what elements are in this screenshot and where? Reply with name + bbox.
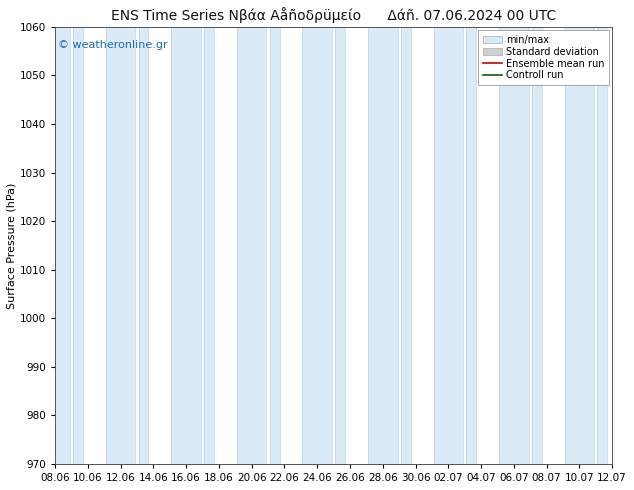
Bar — [597, 27, 607, 464]
Legend: min/max, Standard deviation, Ensemble mean run, Controll run: min/max, Standard deviation, Ensemble me… — [477, 30, 609, 85]
Bar — [171, 27, 201, 464]
Bar — [434, 27, 463, 464]
Bar — [368, 27, 398, 464]
Bar — [40, 27, 70, 464]
Bar — [335, 27, 345, 464]
Bar — [139, 27, 148, 464]
Text: © weatheronline.gr: © weatheronline.gr — [58, 40, 167, 50]
Bar — [237, 27, 266, 464]
Bar — [204, 27, 214, 464]
Bar — [565, 27, 594, 464]
Bar — [630, 27, 634, 464]
Bar — [499, 27, 529, 464]
Bar — [106, 27, 135, 464]
Bar — [269, 27, 280, 464]
Bar — [302, 27, 332, 464]
Y-axis label: Surface Pressure (hPa): Surface Pressure (hPa) — [7, 182, 17, 309]
Bar — [401, 27, 411, 464]
Title: ENS Time Series Νβάα Αåñοδρüμείο      Δάñ. 07.06.2024 00 UTC: ENS Time Series Νβάα Αåñοδρüμείο Δάñ. 07… — [111, 7, 556, 23]
Bar — [532, 27, 541, 464]
Bar — [467, 27, 476, 464]
Bar — [73, 27, 83, 464]
